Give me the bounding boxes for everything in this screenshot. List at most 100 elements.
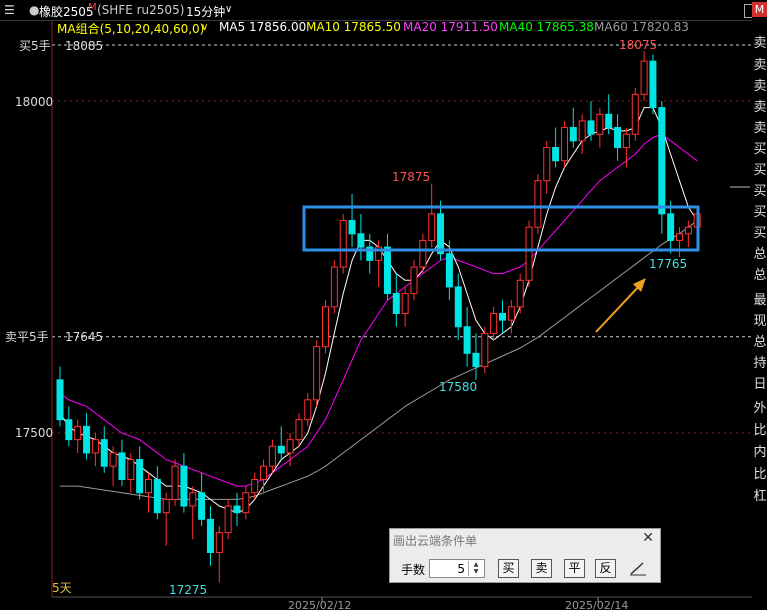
high-label-17875: 17875 bbox=[392, 170, 430, 184]
ma5-legend: MA5 17856.00 bbox=[219, 20, 307, 34]
draw-line-icon[interactable] bbox=[627, 559, 649, 578]
high-label-18075: 18075 bbox=[619, 38, 657, 52]
candle-down bbox=[277, 445, 285, 454]
candle-down bbox=[233, 505, 241, 514]
ma20-legend: MA20 17911.50 bbox=[403, 20, 498, 34]
panel-label: 卖 bbox=[753, 100, 767, 115]
panel-label: 总 bbox=[753, 335, 767, 350]
quantity-stepper[interactable]: 5 ▲ ▼ bbox=[429, 559, 485, 578]
low-label-17580: 17580 bbox=[439, 380, 477, 394]
trend-arrow bbox=[595, 278, 646, 333]
low-label-17275: 17275 bbox=[169, 583, 207, 597]
candle-down bbox=[180, 465, 188, 507]
date-label-0212: 2025/02/12 bbox=[288, 599, 351, 610]
close-position-value: 17645 bbox=[65, 330, 103, 344]
candle-up bbox=[410, 266, 418, 295]
range-highlight-box[interactable] bbox=[302, 205, 700, 252]
spin-down-icon[interactable]: ▼ bbox=[473, 568, 479, 575]
symbol-name[interactable]: 橡胶2505 bbox=[39, 5, 94, 19]
candle-up bbox=[242, 492, 250, 514]
spin-up-icon[interactable]: ▲ bbox=[473, 561, 479, 568]
candle-down bbox=[614, 127, 622, 148]
quantity-value[interactable]: 5 bbox=[457, 562, 465, 576]
reverse-button[interactable]: 反 bbox=[595, 559, 616, 578]
candle-up bbox=[490, 312, 498, 334]
date-label-0214: 2025/02/14 bbox=[565, 599, 628, 610]
candle-up bbox=[295, 419, 303, 441]
favorite-icon[interactable]: ● bbox=[29, 3, 40, 17]
candle-up bbox=[578, 120, 586, 142]
candle-up bbox=[375, 246, 383, 261]
ma-group-label[interactable]: MA组合(5,10,20,40,60,0) bbox=[57, 22, 205, 36]
close-position-label: 卖平5手 bbox=[5, 330, 49, 344]
top-toolbar: ☰ ● 橡胶2505 M (SHFE ru2505) 15分钟 ∨ MA组合(5… bbox=[0, 0, 754, 36]
candlesticks bbox=[56, 51, 701, 583]
candle-down bbox=[569, 127, 577, 142]
candle-up bbox=[224, 505, 232, 534]
candle-down bbox=[587, 120, 595, 135]
candle-down bbox=[649, 60, 657, 109]
panel-label: 内 bbox=[753, 445, 767, 460]
candle-down bbox=[206, 518, 214, 554]
candle-up bbox=[525, 226, 533, 281]
main-contract-flag: M bbox=[88, 2, 97, 13]
candle-up bbox=[286, 439, 294, 454]
panel-label: 日 bbox=[753, 377, 767, 392]
candle-up bbox=[676, 233, 683, 241]
price-gridlines bbox=[51, 20, 752, 597]
candle-up bbox=[339, 220, 347, 268]
candle-down bbox=[357, 233, 365, 248]
panel-label: 卖 bbox=[753, 121, 767, 136]
candle-up bbox=[74, 425, 82, 441]
panel-label: 买 bbox=[753, 226, 767, 241]
candle-down bbox=[366, 246, 374, 261]
panel-label: 最 bbox=[753, 293, 767, 308]
candle-down bbox=[56, 379, 64, 421]
panel-label: 买 bbox=[753, 205, 767, 220]
candle-down bbox=[348, 220, 356, 235]
close-icon[interactable]: ✕ bbox=[642, 530, 654, 546]
candle-up bbox=[507, 306, 515, 321]
candle-down bbox=[658, 107, 666, 215]
y-label-18000: 18000 bbox=[15, 95, 53, 109]
low-label-17765: 17765 bbox=[649, 257, 687, 271]
buy-button[interactable]: 买 bbox=[498, 559, 519, 578]
dialog-title: 画出云端条件单 bbox=[393, 534, 478, 548]
candle-up bbox=[631, 93, 639, 135]
moving-average-lines bbox=[59, 107, 698, 514]
candle-down bbox=[65, 419, 73, 441]
close-position-button[interactable]: 平 bbox=[564, 559, 585, 578]
candle-down bbox=[83, 425, 91, 454]
menu-icon[interactable]: ☰ bbox=[4, 3, 15, 17]
panel-label: 持 bbox=[753, 356, 767, 371]
candle-up bbox=[560, 127, 568, 162]
chevron-down-icon[interactable]: ∨ bbox=[201, 22, 209, 33]
close-panel-icon[interactable]: M bbox=[752, 2, 767, 17]
candle-down bbox=[472, 352, 480, 368]
candle-down bbox=[454, 286, 462, 328]
spin-buttons[interactable]: ▲ ▼ bbox=[468, 561, 483, 576]
candle-up bbox=[640, 60, 648, 95]
candle-up bbox=[330, 266, 338, 308]
candle-down bbox=[552, 146, 560, 162]
candle-up bbox=[189, 492, 197, 507]
panel-label: 杠 bbox=[753, 489, 767, 504]
ma40-legend: MA40 17865.38 bbox=[499, 20, 594, 34]
candle-up bbox=[543, 146, 551, 182]
sell-button[interactable]: 卖 bbox=[531, 559, 552, 578]
chevron-down-icon[interactable]: ∨ bbox=[225, 4, 233, 15]
candle-up bbox=[91, 439, 99, 454]
symbol-code: (SHFE ru2505) bbox=[97, 3, 185, 17]
range-label: 5天 bbox=[52, 581, 72, 595]
panel-label: 买 bbox=[753, 163, 767, 178]
candle-up bbox=[215, 532, 223, 554]
panel-label: 比 bbox=[753, 423, 767, 438]
candle-down bbox=[100, 439, 108, 467]
candle-up bbox=[145, 478, 152, 494]
ma60-legend: MA60 17820.83 bbox=[594, 20, 689, 34]
period-selector[interactable]: 15分钟 bbox=[186, 5, 226, 19]
panel-label: 卖 bbox=[753, 36, 767, 51]
cloud-order-dialog[interactable]: 画出云端条件单 ✕ 手数 5 ▲ ▼ 买 卖 平 反 bbox=[389, 528, 661, 583]
panel-label: 总 bbox=[753, 247, 767, 262]
